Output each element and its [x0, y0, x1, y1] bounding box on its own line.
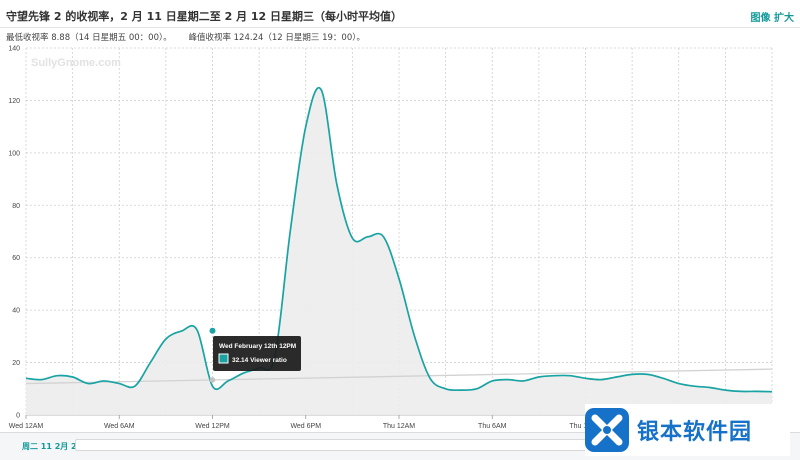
- image-button[interactable]: 图像: [750, 13, 771, 24]
- x-axis: Wed 12AM Wed 6AM Wed 12PM Wed 6PM Thu 12AM Th…: [9, 415, 602, 430]
- date-range-label: 周二 11 2月 25: [22, 442, 83, 451]
- page-title: 守望先锋 2 的收视率，2 月 11 日星期二至 2 月 12 日星期三（每小时…: [6, 10, 403, 23]
- y-tick-label: 60: [12, 255, 20, 262]
- min-viewer-ratio: 最低收视率 8.88（14 日星期五 00：00）。: [6, 33, 172, 43]
- x-tick-label: Wed 6PM: [290, 423, 321, 430]
- average-trend-line: [25, 368, 773, 385]
- header-actions: 图像 扩大: [751, 9, 794, 24]
- chart-header: 守望先锋 2 的收视率，2 月 11 日星期二至 2 月 12 日星期三（每小时…: [0, 0, 800, 28]
- expand-button[interactable]: 扩大: [774, 13, 794, 24]
- y-tick-label: 80: [12, 203, 20, 210]
- y-tick-label: 140: [8, 46, 20, 53]
- tooltip-value: 32.14 Viewer ratio: [232, 357, 287, 364]
- site-logo: 银本软件园: [585, 404, 790, 456]
- chart-tooltip: Wed February 12th 12PM 32.14 Viewer rati…: [213, 336, 301, 371]
- viewer-ratio-line: [25, 86, 773, 393]
- x-tick-label: Wed 12AM: [9, 423, 44, 430]
- y-tick-label: 0: [16, 413, 20, 420]
- logo-x-icon: [585, 408, 629, 452]
- tooltip-title: Wed February 12th 12PM: [219, 343, 296, 350]
- highlighted-point: [209, 327, 216, 334]
- summary-stats: 最低收视率 8.88（14 日星期五 00：00）。 峰值收视率 124.24（…: [6, 31, 379, 43]
- peak-viewer-ratio: 峰值收视率 124.24（12 日星期三 19：00）。: [188, 33, 365, 43]
- y-tick-label: 40: [12, 308, 20, 315]
- logo-text: 银本软件园: [637, 420, 753, 445]
- tooltip-series-swatch: [218, 353, 229, 364]
- x-tick-label: Wed 6AM: [104, 423, 135, 430]
- series-points: [209, 327, 216, 383]
- y-tick-label: 120: [8, 98, 20, 105]
- series-line: [25, 86, 773, 393]
- y-tick-label: 100: [8, 150, 20, 157]
- y-tick-label: 20: [12, 360, 20, 367]
- range-scrollbar[interactable]: [75, 439, 600, 451]
- viewer-ratio-chart: 0 20 40 60 80 100 120 140 Wed 12AM Wed 6AM Wed 12…: [0, 42, 800, 432]
- watermark-text: SullyGnome.com: [31, 57, 121, 69]
- x-tick-label: Thu 6AM: [478, 423, 507, 430]
- x-tick-label: Wed 12PM: [195, 423, 230, 430]
- y-axis: 0 20 40 60 80 100 120 140: [8, 46, 20, 420]
- x-tick-label: Thu 12AM: [383, 423, 415, 430]
- highlighted-average-point: [209, 377, 216, 383]
